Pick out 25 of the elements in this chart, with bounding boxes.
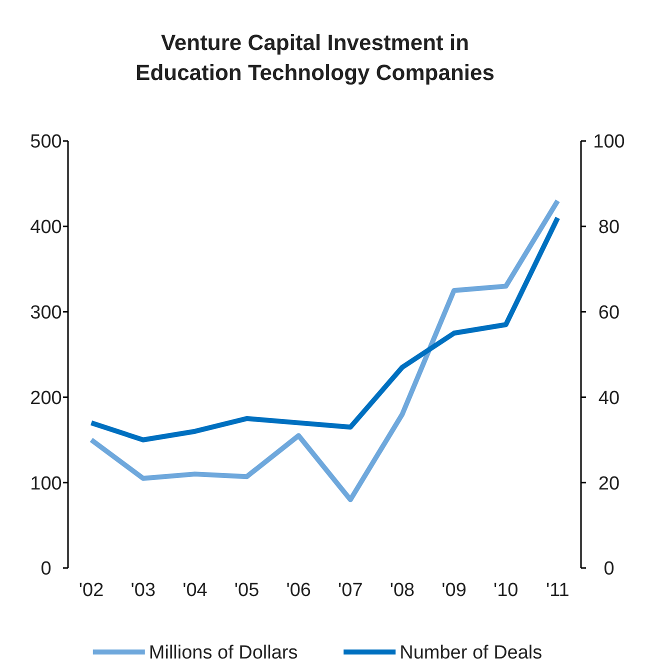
legend-label: Millions of Dollars [148, 642, 298, 663]
x-tick-label: '05 [234, 580, 260, 601]
y-tick-label: 300 [30, 302, 62, 324]
x-tick-label: '03 [130, 580, 156, 601]
y-tick-label: 200 [30, 388, 62, 409]
y-tick-label: 0 [40, 558, 52, 580]
y-tick-label: 400 [30, 217, 62, 238]
y2-tick-label: 0 [604, 558, 614, 580]
y2-tick-label: 20 [598, 473, 620, 494]
chart-title: Venture Capital Investment in Education Technology Companies [136, 30, 494, 85]
x-tick-label: '06 [286, 580, 311, 601]
y2-tick-label: 40 [598, 388, 620, 409]
y-tick-label: 500 [30, 132, 62, 153]
y2-tick-label: 80 [598, 217, 620, 238]
x-tick-label: '10 [493, 580, 518, 601]
x-tick-label: '08 [390, 580, 415, 601]
x-tick-label: '11 [546, 580, 570, 601]
x-tick-label: '02 [78, 580, 104, 601]
y2-tick-label: 60 [598, 302, 620, 324]
legend-label: Number of Deals [400, 642, 542, 663]
x-tick-label: '04 [182, 580, 208, 601]
x-tick-label: '07 [338, 580, 363, 601]
x-tick-label: '09 [442, 580, 466, 601]
y-tick-label: 100 [30, 473, 62, 494]
y2-tick-label: 100 [593, 132, 625, 153]
